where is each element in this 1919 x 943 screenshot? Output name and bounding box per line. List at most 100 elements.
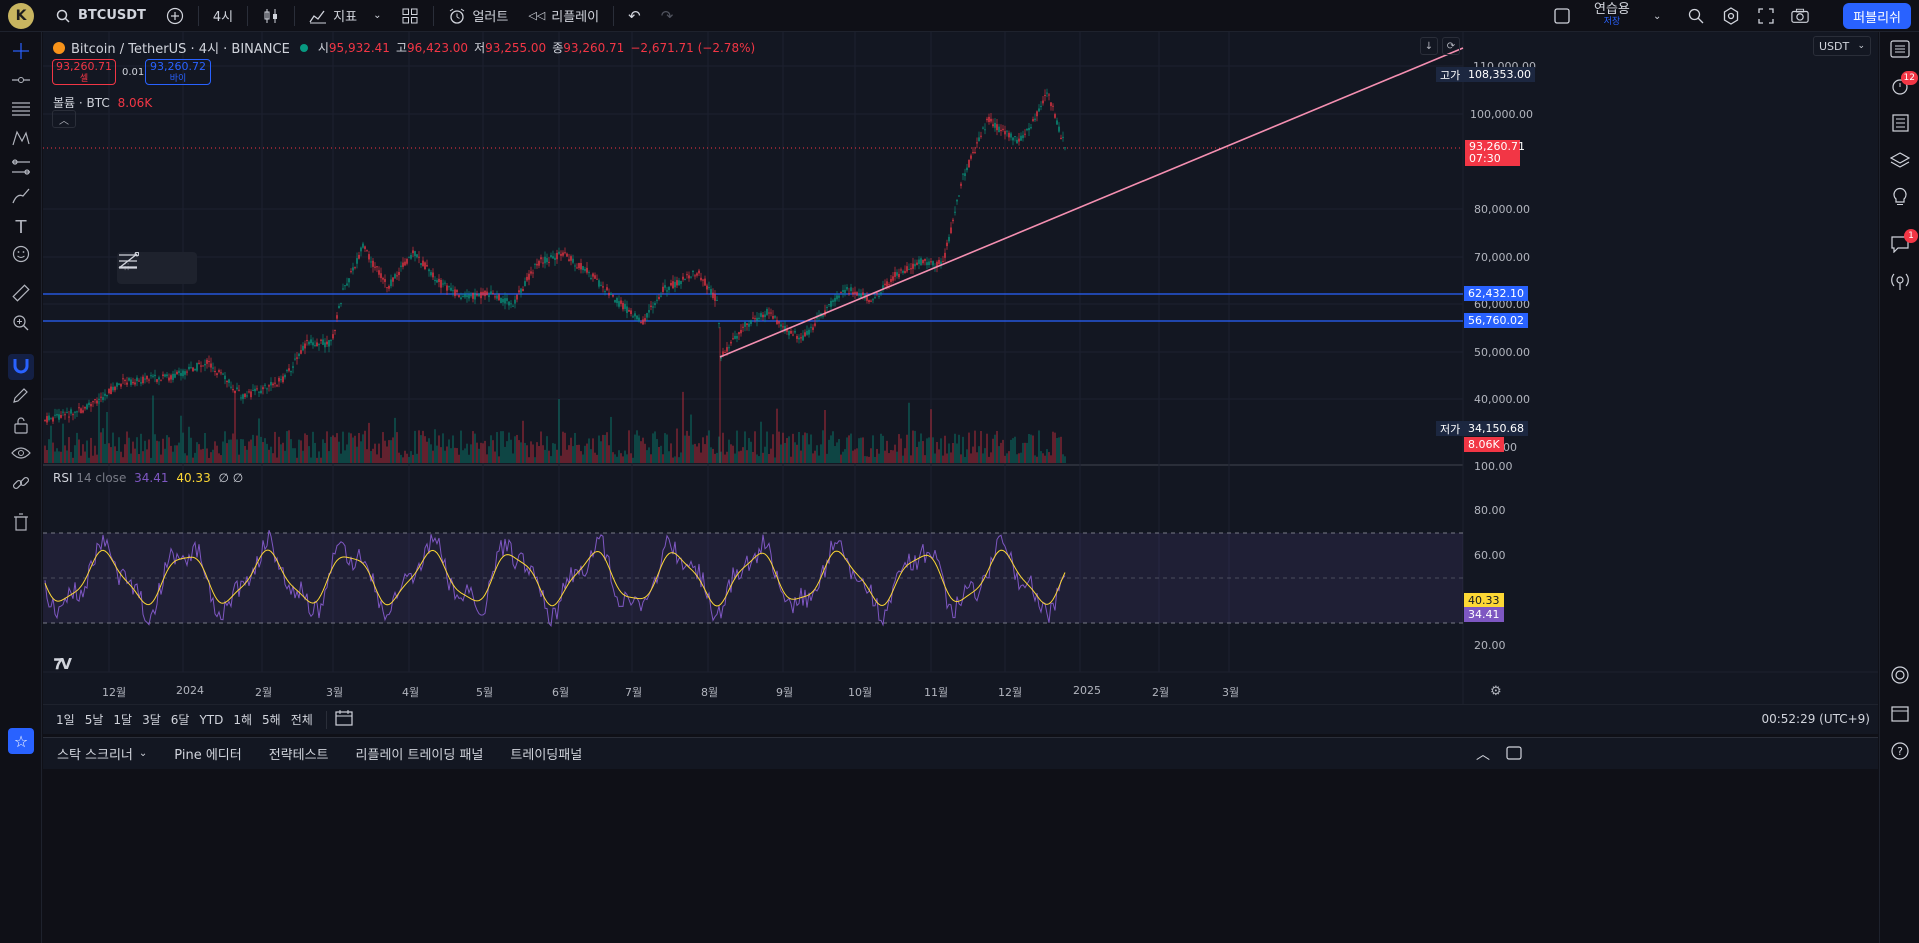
candle-body [418,256,420,258]
settings-button[interactable] [1722,0,1740,32]
volume-bar [928,437,930,463]
volume-bar [490,435,492,463]
range-6m-button[interactable]: 6달 [170,713,190,727]
volume-bar [800,450,802,463]
range-1y-button[interactable]: 1해 [233,713,253,727]
emoji-tool[interactable] [8,243,34,269]
magnet-tool[interactable] [8,354,34,380]
price-chart-canvas[interactable] [43,32,1878,704]
chart-type-button[interactable] [252,0,290,32]
redo-button[interactable]: ↷ [651,0,684,32]
replay-button[interactable]: ◁◁ 리플레이 [518,0,609,32]
pattern-tool[interactable] [8,127,34,153]
tab-stock-screener[interactable]: 스탁 스크리너 ⌄ [57,744,147,763]
candle-body [626,306,628,314]
chat-count-badge: 1 [1904,229,1918,243]
alert-button[interactable]: 얼러트 [438,0,518,32]
candle-body [246,395,248,397]
auto-scale-button[interactable]: ⟳ [1442,37,1460,55]
zoom-tool[interactable] [8,312,34,338]
ideas-button[interactable] [1887,185,1913,211]
alarm-clock-icon [448,7,466,25]
data-window-button[interactable] [1887,112,1913,138]
layouts-grid-button[interactable] [391,0,429,32]
undo-button[interactable]: ↶ [618,0,651,32]
volume-bar [670,443,672,463]
compare-symbol-button[interactable] [156,0,194,32]
candle-body [680,280,682,285]
streams-button[interactable] [1887,270,1913,296]
alerts-button[interactable]: 12 [1887,71,1918,101]
symbol-title[interactable]: Bitcoin / TetherUS · 4시 · BINANCE [71,42,290,57]
chart-pane[interactable]: Bitcoin / TetherUS · 4시 · BINANCE 시95,93… [43,32,1878,704]
object-tree-button[interactable] [1887,149,1913,175]
symbol-search-button[interactable]: BTCUSDT [44,0,156,32]
stay-in-drawing-mode-tool[interactable] [8,384,34,410]
collapse-legend-button[interactable]: ︿ [52,110,76,128]
volume-bar [210,452,212,463]
indicators-button[interactable]: 지표 ⌄ [299,0,391,32]
fullscreen-layout-toggle[interactable] [1553,0,1571,32]
layout-menu-button[interactable]: ⌄ [1653,0,1661,32]
chats-button[interactable]: 1 [1887,229,1918,259]
favorites-tool[interactable]: ☆ [8,728,34,754]
chart-settings-button[interactable]: ⚙ [1490,684,1502,699]
buy-button[interactable]: 93,260.72 바이 [145,59,211,85]
timezone-clock[interactable]: 00:52:29 (UTC+9) [1761,712,1870,726]
ruler-tool[interactable] [8,282,34,308]
range-all-button[interactable]: 전체 [290,713,313,727]
candle-body [462,295,464,297]
fib-tool[interactable] [8,98,34,124]
crosshair-tool[interactable] [8,40,34,66]
sell-button[interactable]: 93,260.71 셀 [52,59,116,85]
tab-replay-trading[interactable]: 리플레이 트레이딩 패널 [355,748,484,763]
volume-bar [66,450,68,463]
remove-drawings-tool[interactable] [8,511,34,537]
expand-panel-button[interactable]: ︿ [1476,744,1490,764]
range-5d-button[interactable]: 5날 [84,713,104,727]
tab-strategy-tester[interactable]: 전략테스트 [268,748,329,763]
brush-tool[interactable] [8,185,34,211]
trading-button[interactable] [1887,664,1913,690]
hide-drawings-tool[interactable] [8,442,34,468]
currency-select[interactable]: USDT ⌄ [1813,36,1871,56]
volume-bar [350,433,352,463]
trendline-tool[interactable] [8,69,34,95]
fullscreen-button[interactable] [1757,0,1775,32]
layout-name-button[interactable]: 연습용 저장 [1594,0,1630,32]
prediction-tool[interactable] [8,156,34,182]
candle-body [102,397,104,400]
scroll-to-bottom-button[interactable]: ↓ [1420,37,1438,55]
range-3m-button[interactable]: 3달 [142,713,161,727]
watchlist-button[interactable] [1887,38,1913,64]
interval-button[interactable]: 4시 [203,0,243,32]
rsi-legend[interactable]: RSI 14 close 34.41 40.33 ∅ ∅ [53,471,243,485]
publish-button[interactable]: 퍼블리쉬 [1843,3,1911,29]
maximize-panel-button[interactable] [1506,746,1522,764]
help-button[interactable]: ? [1887,740,1913,766]
volume-legend[interactable]: 볼륨 · BTC 8.06K [53,94,152,111]
range-ytd-button[interactable]: YTD [199,712,224,727]
sync-drawings-tool[interactable] [8,472,34,498]
candle-body [372,260,374,267]
lock-drawings-tool[interactable] [8,414,34,440]
snapshot-button[interactable] [1791,0,1809,32]
quick-search-button[interactable] [1687,0,1705,32]
range-1m-button[interactable]: 1달 [113,713,133,727]
range-5y-button[interactable]: 5해 [262,713,281,727]
range-1d-button[interactable]: 1일 [56,713,75,727]
volume-bar [306,434,308,463]
volume-bar [186,455,188,463]
candle-body [232,389,234,391]
candle-body [528,273,530,280]
volume-bar [576,444,578,463]
goto-date-button[interactable] [335,709,353,730]
volume-bar [328,451,330,463]
tab-pine-editor[interactable]: Pine 에디터 [174,748,242,763]
text-tool[interactable]: T [8,214,34,240]
calendar-button[interactable] [1887,702,1913,728]
user-avatar[interactable]: K [8,2,34,29]
tab-trading-panel[interactable]: 트레이딩패널 [510,748,583,763]
tradingview-logo-icon[interactable]: 𝟕𝗩 [54,655,72,673]
candle-body [262,387,264,390]
